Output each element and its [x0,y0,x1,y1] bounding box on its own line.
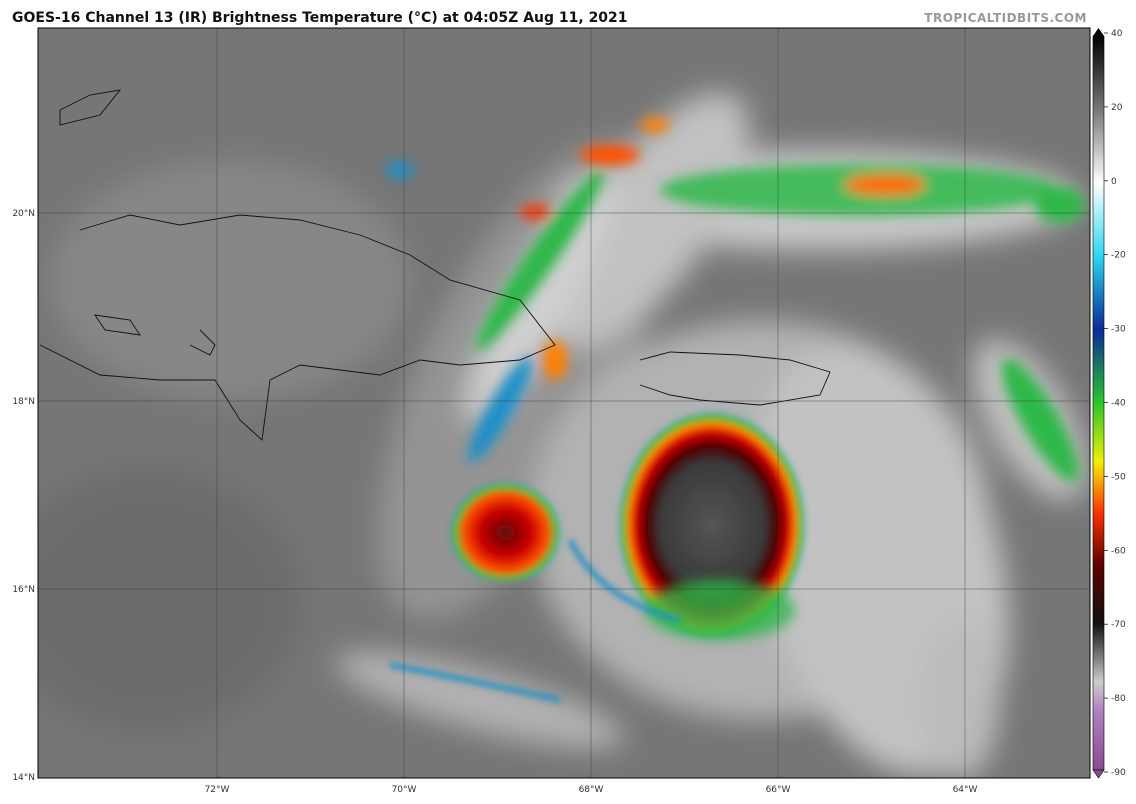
imagery [38,28,1090,778]
credit: TROPICALTIDBITS.COM [924,11,1087,25]
colorbar-tick-label: -80 [1111,694,1126,704]
colorbar-tick-label: 0 [1111,177,1117,187]
lat-label: 20°N [12,209,35,219]
convective-cell [448,475,563,580]
colorbar-tick-label: -60 [1111,546,1126,556]
lon-label: 66°W [766,785,791,795]
hurricane-core [617,410,807,640]
lon-label: 70°W [392,785,417,795]
colorbar-tick-label: 40 [1111,29,1123,39]
colorbar [1092,35,1105,771]
coastlines [39,89,831,441]
colorbar-tick-label: -20 [1111,251,1126,261]
lat-label: 14°N [12,773,35,783]
map-frame [37,27,1091,779]
colorbar-tick-label: -50 [1111,472,1126,482]
colorbar-tick-label: -40 [1111,399,1126,409]
colorbar-tick-label: -30 [1111,325,1126,335]
lon-label: 72°W [205,785,230,795]
colorbar-max-arrow [1093,28,1104,36]
lon-label: 68°W [579,785,604,795]
lon-label: 64°W [953,785,978,795]
colorbar-tick-label: -90 [1111,768,1126,778]
labels: 20°N 18°N 16°N 14°N 72°W 70°W 68°W 66°W 64°W 40 20… [12,29,1126,795]
title: GOES-16 Channel 13 (IR) Brightness Tempe… [12,10,628,26]
colorbar-min-arrow [1092,769,1105,779]
colorbar-tick-label: 20 [1111,103,1123,113]
lat-label: 18°N [12,397,35,407]
colorbar-tick-label: -70 [1111,620,1126,630]
graticule [38,28,1090,778]
lat-label: 16°N [12,585,35,595]
